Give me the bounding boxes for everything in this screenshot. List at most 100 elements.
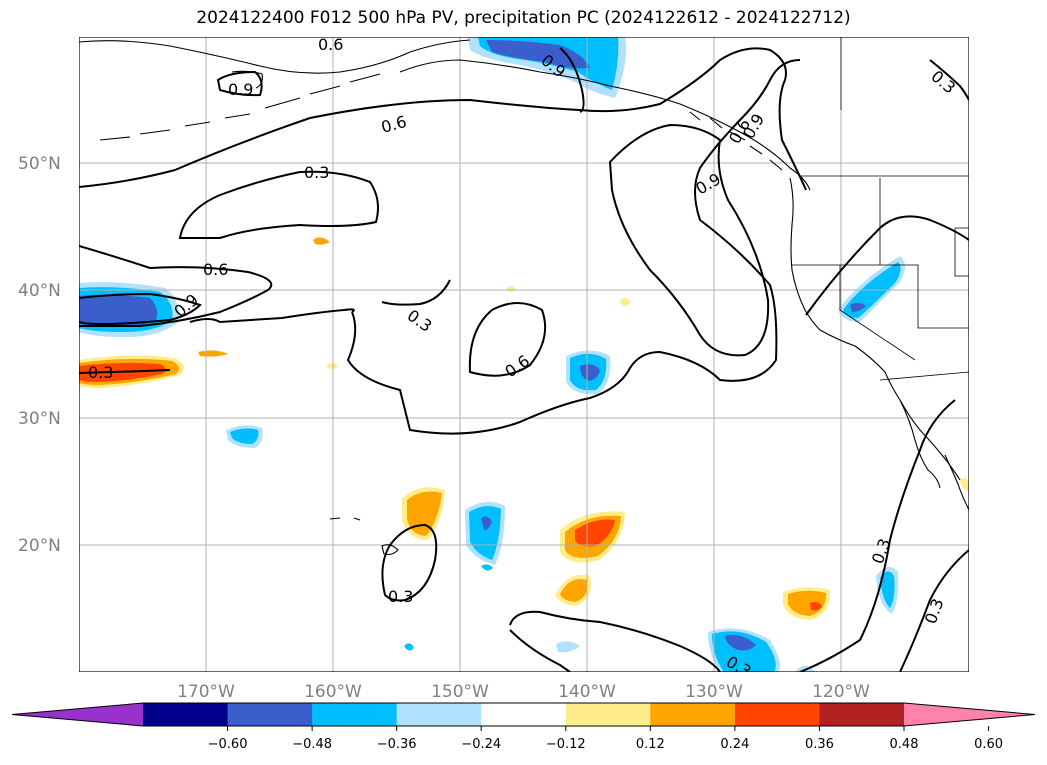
- colorbar-segment: [734, 703, 820, 726]
- colorbar-tick-label: −0.60: [208, 737, 248, 752]
- lon-label-130w: 130°W: [685, 682, 743, 702]
- shade-small-blue-1: [481, 564, 493, 571]
- colorbar-tick-label: −0.24: [461, 737, 501, 752]
- island-1: [231, 70, 263, 89]
- colorbar-segment: [565, 703, 651, 726]
- shade-small-yellow-3: [619, 298, 631, 306]
- colorbar-extension-high: [904, 703, 1035, 726]
- contour-label: 0.6: [318, 35, 343, 54]
- colorbar-tick-label: 0.24: [720, 737, 749, 752]
- contour-label: 0.3: [88, 363, 113, 382]
- colorbar-tick-label: −0.48: [292, 737, 332, 752]
- colorbar-tick-label: −0.36: [377, 737, 417, 752]
- colorbar-segment: [227, 703, 313, 726]
- graticule: [79, 37, 969, 672]
- contour-label: 0.6: [203, 260, 228, 279]
- lon-label-150w: 150°W: [431, 682, 489, 702]
- colorbar-tick-label: −0.12: [546, 737, 586, 752]
- contour-0.3-south: [509, 610, 721, 672]
- shade-mx-mid: [880, 571, 895, 608]
- shade-ca-dark: [850, 302, 866, 312]
- border-canada-provinces: [954, 227, 969, 277]
- border-us-mexico: [879, 371, 969, 381]
- chart-title: 2024122400 F012 500 hPa PV, precipitatio…: [196, 8, 851, 28]
- colorbar-tick-label: 0.36: [805, 737, 834, 752]
- longitude-labels: 170°W 160°W 150°W 140°W 130°W 120°W: [177, 682, 870, 702]
- border-states-3: [839, 265, 916, 361]
- lat-label-40n: 40°N: [18, 281, 61, 301]
- colorbar-tick-label: 0.12: [636, 737, 665, 752]
- contour-0.3-east: [799, 399, 956, 672]
- shade-west-dark: [79, 294, 158, 328]
- contour-label: 0.3: [388, 587, 413, 606]
- colorbar-outline: [11, 702, 1036, 727]
- lat-label-30n: 30°N: [18, 409, 61, 429]
- colorbar-segment: [650, 703, 736, 726]
- shade-small-yellow-1: [326, 363, 338, 369]
- contour-0.6-central: [468, 302, 546, 377]
- border-states-2: [880, 264, 969, 329]
- contour-0.9-small: [216, 70, 263, 97]
- shade-f-dark: [725, 635, 756, 651]
- lon-label-140w: 140°W: [558, 682, 616, 702]
- shade-small-blue-3: [404, 643, 414, 651]
- political-borders: [792, 37, 969, 381]
- shade-d-orange: [560, 578, 588, 602]
- coast-west-us: [789, 177, 961, 481]
- island-hawaii-1: [381, 544, 399, 556]
- colorbar-segment: [481, 703, 567, 726]
- shade-small-orange-2: [313, 237, 330, 245]
- contour-0.9-west: [79, 292, 202, 326]
- contour-0.3-north: [178, 170, 379, 239]
- colorbar-segment: [396, 703, 482, 726]
- contour-0.3-west: [79, 369, 171, 374]
- contour-0.3-hawaii: [381, 523, 438, 602]
- shade-hawaii-north-mid: [230, 428, 259, 444]
- colorbar-extension-low: [12, 703, 143, 726]
- pv-contours: [79, 47, 969, 672]
- contour-0.3-central: [346, 59, 801, 435]
- coast-aleutians: [99, 73, 381, 141]
- contour-0.9-east: [608, 123, 770, 357]
- coast-alaska-south: [399, 59, 811, 191]
- coast-bc-islands: [689, 111, 783, 171]
- colorbar-segment: [143, 703, 229, 726]
- lon-label-170w: 170°W: [177, 682, 235, 702]
- colorbar-segment: [819, 703, 905, 726]
- shade-alaska-dark: [486, 40, 590, 69]
- shade-baja-yellow: [960, 477, 969, 492]
- lon-label-120w: 120°W: [812, 682, 870, 702]
- map-plot-area: 0.9 0.6 0.3 0.6 0.9 0.9 0.3 0.6 0.9 0.3 …: [79, 35, 969, 672]
- contour-0.6-ca: [805, 215, 969, 316]
- contour-label: 0.9: [228, 80, 253, 99]
- colorbar: −0.60 −0.48 −0.36 −0.24 −0.12 0.12 0.24 0.36 0.4…: [11, 702, 1036, 752]
- coast-alaska-west: [79, 39, 471, 74]
- colorbar-tick-label: 0.60: [974, 737, 1003, 752]
- contour-label: 0.3: [304, 163, 329, 182]
- lat-label-50n: 50°N: [18, 154, 61, 174]
- coastlines: [79, 39, 969, 556]
- contour-0.3-south-2: [509, 629, 571, 672]
- coast-mexico: [944, 454, 969, 511]
- contour-0.6-west: [79, 245, 273, 327]
- contour-0.3-se: [899, 549, 969, 672]
- shade-hawaii-orange: [407, 491, 442, 536]
- shade-small-blue-2: [556, 641, 580, 653]
- colorbar-tick-label: 0.48: [890, 737, 919, 752]
- contour-0.6-north: [79, 47, 807, 191]
- coast-baja: [899, 399, 941, 489]
- island-hawaii-2: [329, 517, 361, 521]
- contour-0.9-alaska: [559, 47, 585, 113]
- lon-label-160w: 160°W: [304, 682, 362, 702]
- shade-e-red: [810, 602, 822, 611]
- contour-0.3-loop: [189, 279, 451, 324]
- latitude-labels: 50°N 40°N 30°N 20°N: [18, 154, 61, 556]
- contour-0.3-ne: [929, 59, 969, 101]
- shade-c-red: [575, 519, 615, 547]
- lat-label-20n: 20°N: [18, 536, 61, 556]
- colorbar-segment: [312, 703, 398, 726]
- shade-mid-dark: [580, 364, 600, 381]
- shade-east-hawaii-dark: [481, 516, 492, 530]
- shade-east-hawaii-mid: [469, 506, 501, 560]
